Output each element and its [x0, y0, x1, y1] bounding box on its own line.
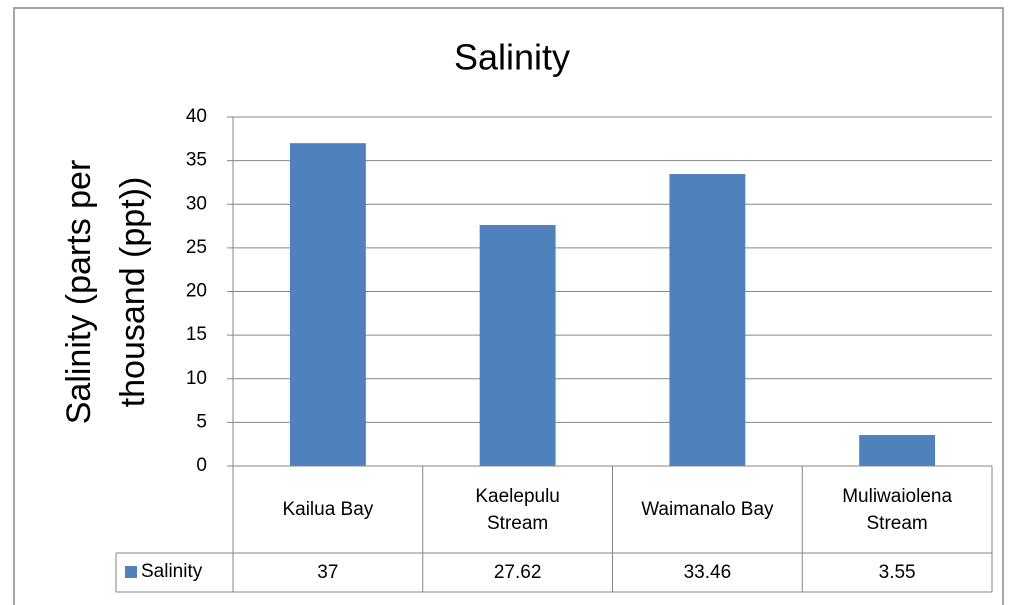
y-tick-label: 15	[186, 324, 207, 345]
category-label-text: Muliwaiolena Stream	[842, 485, 953, 534]
bar	[289, 143, 366, 467]
bar	[479, 225, 556, 466]
y-tick-label: 35	[186, 150, 207, 171]
table-value-text: 3.55	[878, 562, 916, 583]
y-tick-label: 25	[186, 237, 207, 258]
chart-title: Salinity	[454, 37, 570, 78]
category-label: Kailua Bay	[233, 466, 423, 553]
table-value-text: 37	[317, 562, 339, 583]
y-tick-label: 30	[186, 193, 207, 214]
category-label: Waimanalo Bay	[613, 466, 803, 553]
category-label-text: Kailua Bay	[282, 499, 374, 520]
category-label: Kaelepulu Stream	[423, 466, 613, 553]
y-tick-label: 40	[186, 106, 207, 127]
y-tick-label: 20	[186, 281, 207, 302]
table-value: 27.62	[423, 553, 613, 592]
table-value: 33.46	[613, 553, 803, 592]
legend-label: Salinity	[141, 561, 203, 582]
y-axis-label: Salinity (parts per thousand (ppt))	[60, 160, 152, 425]
chart-frame	[13, 7, 1004, 605]
category-label-text: Kaelepulu Stream	[475, 485, 560, 534]
bar	[669, 174, 746, 466]
legend-key	[125, 566, 137, 578]
y-tick-label: 5	[196, 411, 207, 432]
category-label-text: Waimanalo Bay	[641, 499, 774, 520]
table-value-text: 27.62	[493, 562, 542, 583]
table-value: 3.55	[802, 553, 992, 592]
table-value-text: 33.46	[683, 562, 732, 583]
table-value: 37	[233, 553, 423, 592]
y-tick-label: 10	[186, 368, 207, 389]
y-tick-label: 0	[196, 455, 207, 476]
category-label: Muliwaiolena Stream	[802, 466, 992, 553]
bar	[859, 435, 936, 466]
